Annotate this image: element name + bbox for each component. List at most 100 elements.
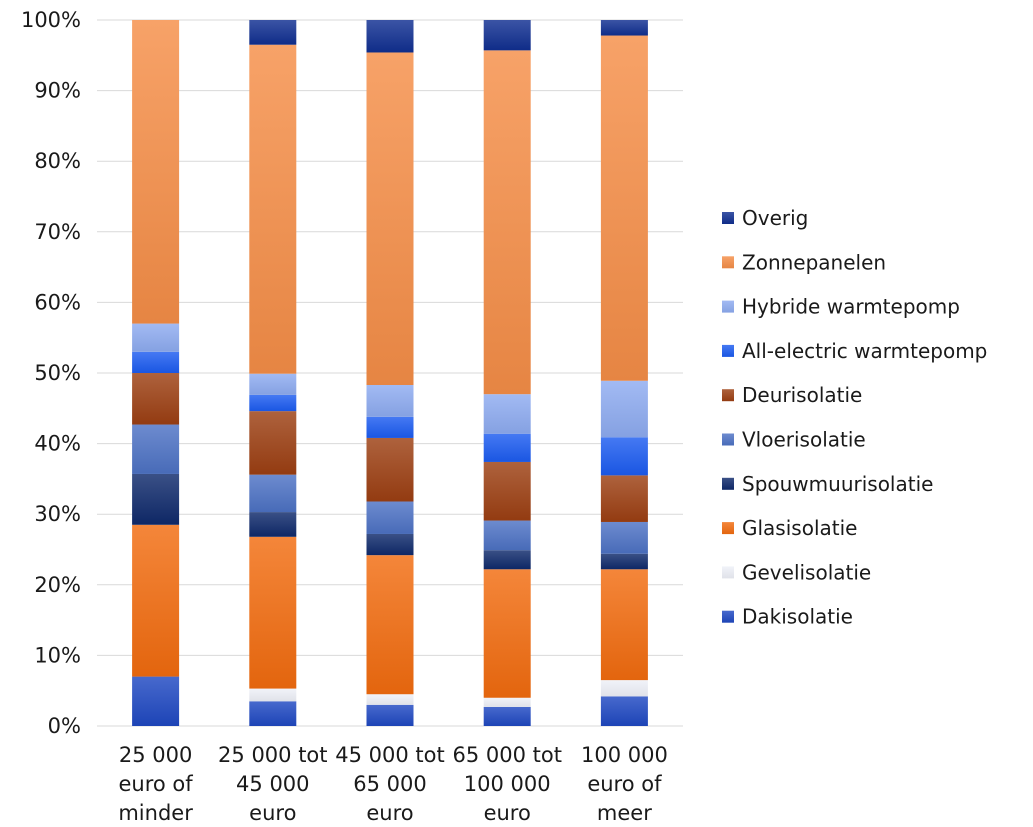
bar-segment-gevelisolatie (249, 688, 297, 702)
bar-segment-hybride-warmtepomp (366, 385, 414, 417)
bar-segment-gevelisolatie (366, 694, 414, 705)
y-tick-label: 40% (34, 432, 81, 456)
y-tick-label: 0% (48, 714, 81, 738)
legend-label: Glasisolatie (742, 516, 857, 540)
bar-segment-gevelisolatie (600, 680, 648, 697)
bar-segment-deurisolatie (132, 373, 180, 425)
bar-segment-zonnepanelen (600, 35, 648, 381)
bar-segment-vloerisolatie (366, 501, 414, 534)
legend-item-all-electric-warmtepomp: All-electric warmtepomp (722, 339, 987, 363)
legend-item-zonnepanelen: Zonnepanelen (722, 250, 886, 274)
bar-segment-hybride-warmtepomp (600, 380, 648, 438)
bar-segment-vloerisolatie (132, 424, 180, 474)
bar-segment-dakisolatie (366, 704, 414, 726)
bar-segment-gevelisolatie (483, 697, 531, 707)
bar-segment-vloerisolatie (600, 521, 648, 554)
legend-label: Vloerisolatie (742, 428, 866, 452)
bar-segment-all-electric-warmtepomp (600, 437, 648, 476)
bar-segment-zonnepanelen (132, 20, 180, 324)
bar-segment-spouwmuurisolatie (249, 512, 297, 537)
bar-segment-deurisolatie (249, 411, 297, 475)
legend-item-spouwmuurisolatie: Spouwmuurisolatie (722, 472, 933, 496)
legend-item-deurisolatie: Deurisolatie (722, 383, 862, 407)
bar-segment-deurisolatie (483, 461, 531, 521)
y-tick-label: 70% (34, 220, 81, 244)
y-tick-label: 90% (34, 79, 81, 103)
bar-segment-zonnepanelen (483, 50, 531, 395)
bar-segment-spouwmuurisolatie (600, 553, 648, 570)
legend-item-vloerisolatie: Vloerisolatie (722, 428, 866, 452)
bar-segment-all-electric-warmtepomp (366, 416, 414, 438)
legend-swatch (722, 389, 734, 402)
legend-label: All-electric warmtepomp (742, 339, 987, 363)
bar-segment-hybride-warmtepomp (132, 323, 180, 352)
bar-segment-hybride-warmtepomp (249, 373, 297, 395)
legend-label: Spouwmuurisolatie (742, 472, 933, 496)
bar-segment-all-electric-warmtepomp (132, 351, 180, 373)
legend-item-hybride-warmtepomp: Hybride warmtepomp (722, 295, 960, 319)
legend-swatch (722, 566, 734, 579)
legend-label: Dakisolatie (742, 605, 853, 629)
bar-segment-glasisolatie (249, 536, 297, 689)
bar-segment-overig (483, 20, 531, 51)
bars (132, 20, 648, 726)
bar-segment-deurisolatie (600, 475, 648, 522)
legend-swatch (722, 610, 734, 623)
y-tick-label: 30% (34, 502, 81, 526)
legend-swatch (722, 477, 734, 490)
bar-segment-glasisolatie (366, 555, 414, 695)
bar-segment-glasisolatie (600, 569, 648, 681)
y-tick-label: 10% (34, 643, 81, 667)
bar-segment-deurisolatie (366, 437, 414, 502)
legend-item-overig: Overig (722, 206, 808, 230)
legend-swatch (722, 344, 734, 357)
y-tick-label: 20% (34, 573, 81, 597)
y-tick-label: 50% (34, 361, 81, 385)
bar-segment-zonnepanelen (366, 52, 414, 386)
bar-segment-glasisolatie (132, 524, 180, 677)
x-tick-label: 45 000 tot 65 000 euro (335, 743, 444, 823)
legend-item-dakisolatie: Dakisolatie (722, 605, 853, 629)
bar-segment-hybride-warmtepomp (483, 394, 531, 434)
bar-segment-overig (600, 20, 648, 36)
legend-label: Zonnepanelen (742, 250, 886, 274)
bar-segment-spouwmuurisolatie (483, 550, 531, 570)
legend-label: Gevelisolatie (742, 560, 871, 584)
bar-segment-spouwmuurisolatie (132, 473, 180, 525)
legend-swatch (722, 522, 734, 535)
legend-swatch (722, 256, 734, 269)
legend-label: Hybride warmtepomp (742, 295, 960, 319)
bar-segment-vloerisolatie (483, 520, 531, 551)
legend-swatch (722, 433, 734, 446)
bar-segment-overig (249, 20, 297, 45)
legend-item-gevelisolatie: Gevelisolatie (722, 560, 871, 584)
x-tick-label: 65 000 tot 100 000 euro (452, 743, 561, 823)
bar-segment-dakisolatie (600, 696, 648, 726)
bar-segment-dakisolatie (249, 701, 297, 726)
legend-swatch (722, 212, 734, 224)
legend-item-glasisolatie: Glasisolatie (722, 516, 857, 540)
bar-segment-vloerisolatie (249, 474, 297, 513)
bar-segment-all-electric-warmtepomp (249, 394, 297, 412)
x-tick-label: 25 000 tot 45 000 euro (218, 743, 327, 823)
bar-segment-dakisolatie (132, 676, 180, 726)
x-tick-label: 100 000 euro of meer (581, 743, 668, 823)
x-axis-ticks: 25 000 euro of minder 25 000 tot 45 000 euro4… (118, 743, 668, 825)
x-tick-label: 25 000 euro of minder (118, 743, 193, 823)
bar-segment-spouwmuurisolatie (366, 533, 414, 556)
y-axis-ticks: 0% 10% 20% 30% 40% 50% 60% 70% 80% 90% 100% (21, 8, 81, 738)
bar-segment-overig (366, 20, 414, 53)
y-tick-label: 100% (21, 8, 81, 32)
legend-swatch (722, 300, 734, 313)
legend-label: Overig (742, 206, 808, 230)
y-tick-label: 80% (34, 149, 81, 173)
bar-segment-dakisolatie (483, 706, 531, 726)
bar-segment-zonnepanelen (249, 44, 297, 374)
bar-segment-all-electric-warmtepomp (483, 433, 531, 462)
legend: Overig Zonnepanelen Hybride warmtepomp All-… (722, 206, 987, 629)
y-tick-label: 60% (34, 290, 81, 314)
legend-label: Deurisolatie (742, 383, 862, 407)
bar-segment-glasisolatie (483, 569, 531, 698)
